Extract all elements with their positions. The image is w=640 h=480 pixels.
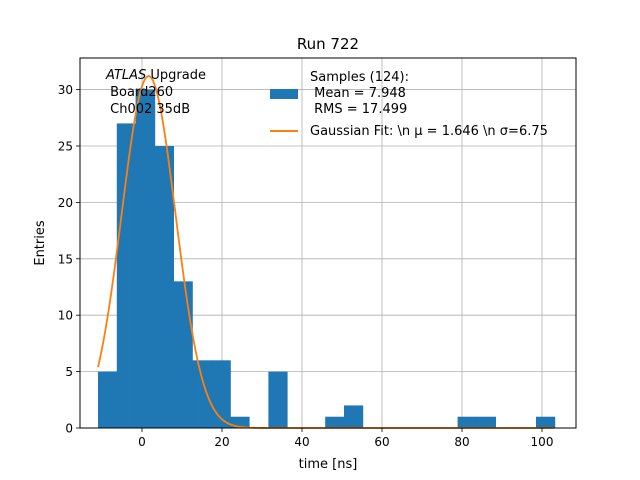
atlas-annotation: ATLAS Upgrade Board260 Ch002 35dB (105, 68, 206, 117)
histogram-bar (457, 416, 477, 428)
legend-swatch-histogram (270, 89, 298, 99)
histogram-bar (476, 416, 496, 428)
y-tick-label: 5 (65, 365, 73, 379)
y-tick-label: 10 (58, 309, 73, 323)
chart-title: Run 722 (297, 35, 359, 53)
histogram-bar (325, 416, 345, 428)
x-tick-label: 40 (294, 435, 309, 449)
annotation-experiment-suffix: Upgrade (146, 68, 206, 83)
legend-histogram-label: Samples (124): (310, 70, 409, 85)
y-tick-label: 0 (65, 422, 73, 436)
histogram-bar (98, 371, 118, 428)
histogram-bar (536, 416, 556, 428)
x-tick-label: 60 (374, 435, 389, 449)
annotation-experiment: ATLAS (105, 68, 146, 83)
y-tick-label: 15 (58, 252, 73, 266)
plot-frame (79, 57, 577, 429)
y-tick-label: 30 (58, 83, 73, 97)
x-axis-ticks: 0 20 40 60 80 100 (138, 428, 553, 449)
y-axis-ticks: 0 5 10 15 20 25 30 (58, 83, 80, 436)
x-tick-label: 0 (138, 435, 146, 449)
histogram-bar (230, 416, 250, 428)
histogram-bars (98, 89, 556, 429)
x-tick-label: 20 (214, 435, 229, 449)
histogram-bar (154, 145, 174, 429)
histogram-bar (192, 360, 212, 428)
legend-histogram-mean: Mean = 7.948 (310, 86, 406, 101)
histogram-bar (268, 371, 288, 428)
x-tick-label: 80 (454, 435, 469, 449)
legend: Samples (124): Mean = 7.948 RMS = 17.499… (270, 70, 548, 139)
y-tick-label: 25 (58, 139, 73, 153)
y-axis-label: Entries (33, 220, 48, 266)
histogram-bar (116, 123, 136, 429)
y-tick-label: 20 (58, 196, 73, 210)
x-tick-label: 100 (531, 435, 554, 449)
x-axis-label: time [ns] (299, 457, 358, 472)
legend-fit-label: Gaussian Fit: \n μ = 1.646 \n σ=6.75 (310, 124, 548, 139)
histogram-bar (211, 360, 231, 428)
histogram-bar (135, 89, 156, 429)
annotation-line-2: Board260 (106, 85, 173, 100)
legend-histogram-rms: RMS = 17.499 (310, 102, 407, 117)
annotation-line-1: ATLAS Upgrade (105, 68, 206, 83)
histogram-bar (173, 281, 193, 428)
histogram-bar (344, 405, 364, 428)
annotation-line-3: Ch002 35dB (106, 102, 190, 117)
